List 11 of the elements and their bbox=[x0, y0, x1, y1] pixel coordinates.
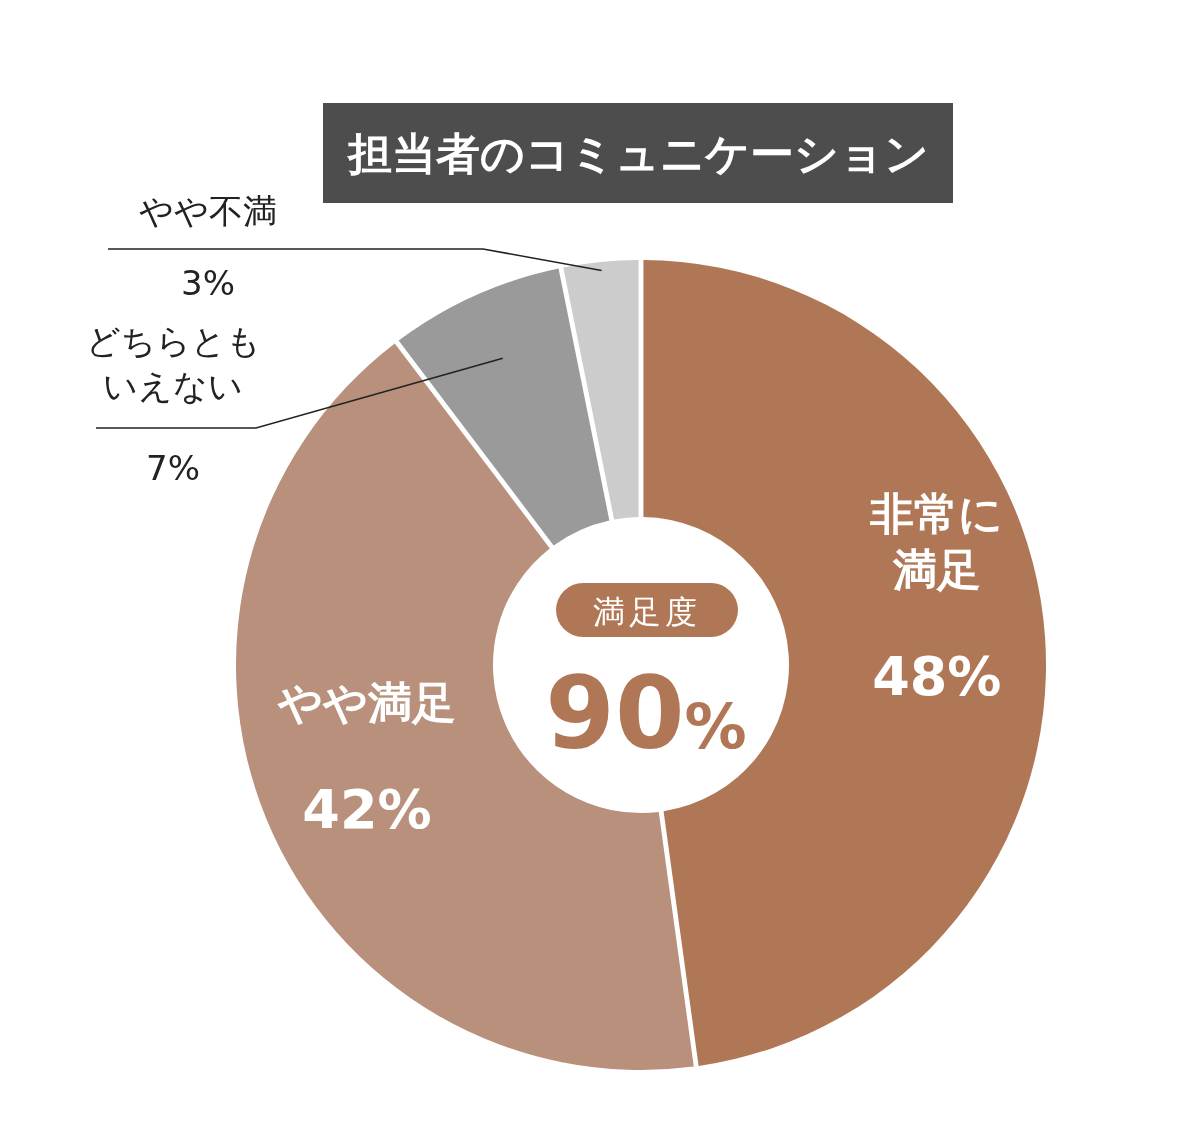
data-label: 48% bbox=[872, 644, 1002, 708]
slice-label: やや満足 bbox=[277, 677, 456, 729]
text: 90% bbox=[545, 655, 747, 772]
slice-label: 非常に満足 bbox=[869, 487, 1004, 595]
chart-title: 担当者のコミュニケーション bbox=[345, 128, 929, 179]
data-label: 7% bbox=[146, 448, 200, 488]
data-label: 42% bbox=[302, 778, 432, 842]
text: 満足度 bbox=[593, 593, 701, 631]
slice-label: どちらともいえない bbox=[85, 321, 261, 406]
slice-label: やや不満 bbox=[139, 191, 277, 231]
data-label: 3% bbox=[181, 263, 235, 303]
